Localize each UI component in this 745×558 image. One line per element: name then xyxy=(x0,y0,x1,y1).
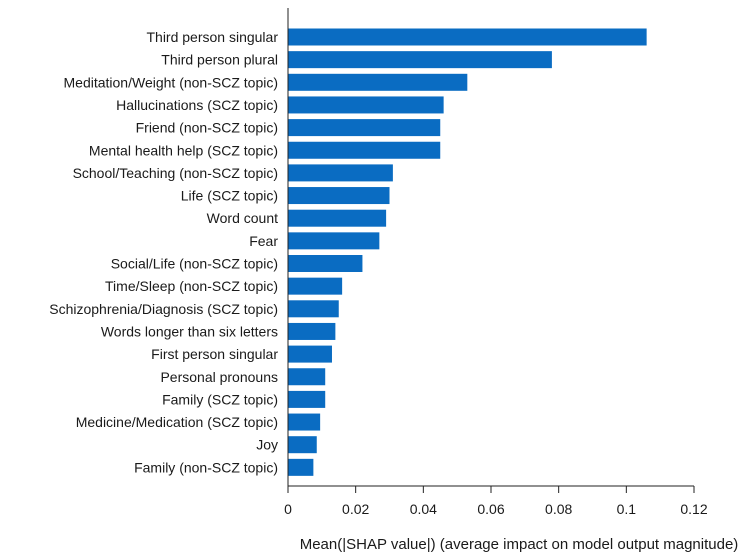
category-label: Meditation/Weight (non-SCZ topic) xyxy=(64,74,279,90)
bar xyxy=(288,119,441,137)
category-label: Friend (non-SCZ topic) xyxy=(136,120,278,136)
category-label: Personal pronouns xyxy=(160,369,278,385)
category-label: Third person singular xyxy=(146,29,278,45)
bar xyxy=(288,187,390,205)
x-axis-label: Mean(|SHAP value|) (average impact on mo… xyxy=(300,536,739,553)
bar xyxy=(288,96,444,114)
x-tick-label: 0.1 xyxy=(617,501,637,517)
bar xyxy=(288,73,468,91)
bar xyxy=(288,28,647,46)
bar xyxy=(288,458,314,476)
bar xyxy=(288,390,326,408)
x-tick-label: 0.04 xyxy=(410,501,437,517)
category-label: Schizophrenia/Diagnosis (SCZ topic) xyxy=(49,301,278,317)
bar xyxy=(288,232,380,250)
bar xyxy=(288,436,317,454)
bars-group xyxy=(288,28,647,476)
category-label: Words longer than six letters xyxy=(101,323,278,339)
bar xyxy=(288,209,387,227)
x-ticks: 0 0.02 0.04 0.06 0.08 0.1 0.12 xyxy=(284,486,708,517)
x-tick-label: 0.08 xyxy=(545,501,572,517)
category-label: Joy xyxy=(256,437,278,453)
category-label: Word count xyxy=(207,210,278,226)
bar xyxy=(288,345,332,363)
x-tick-label: 0 xyxy=(284,501,292,517)
category-label: Hallucinations (SCZ topic) xyxy=(116,97,278,113)
x-tick-label: 0.12 xyxy=(680,501,707,517)
category-label: Mental health help (SCZ topic) xyxy=(89,142,278,158)
category-label: School/Teaching (non-SCZ topic) xyxy=(73,165,278,181)
category-label: Third person plural xyxy=(161,52,278,68)
bar xyxy=(288,141,441,159)
bar xyxy=(288,368,326,386)
bar xyxy=(288,164,393,182)
bar xyxy=(288,322,336,340)
category-label: Family (SCZ topic) xyxy=(162,391,278,407)
category-label: Life (SCZ topic) xyxy=(181,188,278,204)
category-labels: Third person singular Third person plural… xyxy=(49,29,278,475)
category-label: Family (non-SCZ topic) xyxy=(134,459,278,475)
bar xyxy=(288,255,363,272)
x-tick-label: 0.06 xyxy=(477,501,504,517)
category-label: Time/Sleep (non-SCZ topic) xyxy=(105,278,278,294)
bar xyxy=(288,300,339,318)
category-label: Social/Life (non-SCZ topic) xyxy=(111,256,278,272)
bar xyxy=(288,277,343,295)
category-label: First person singular xyxy=(151,346,278,362)
category-label: Medicine/Medication (SCZ topic) xyxy=(76,414,278,430)
category-label: Fear xyxy=(249,233,278,249)
bar xyxy=(288,413,321,431)
x-tick-label: 0.02 xyxy=(342,501,369,517)
bar xyxy=(288,51,552,69)
